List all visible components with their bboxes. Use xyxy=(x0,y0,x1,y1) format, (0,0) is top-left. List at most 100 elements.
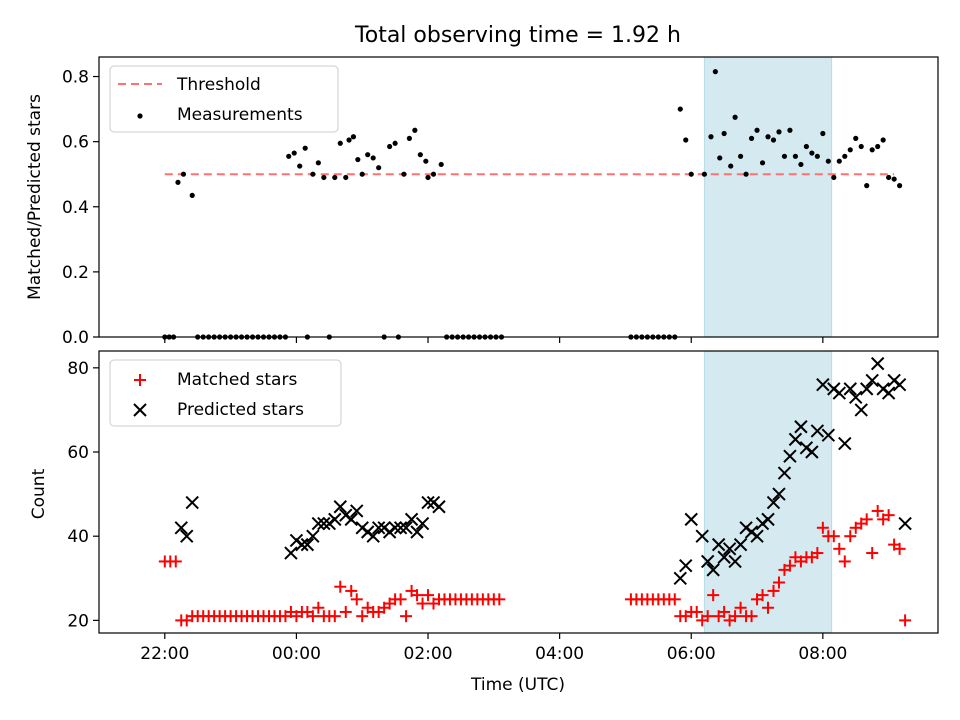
measurement-point xyxy=(836,158,842,164)
predicted-point xyxy=(838,436,852,451)
measurement-point xyxy=(759,160,766,166)
measurement-point xyxy=(423,158,429,164)
matched-point xyxy=(312,601,325,614)
measurement-point xyxy=(677,106,683,112)
matched-point xyxy=(767,584,780,597)
measurement-point xyxy=(776,129,782,135)
y-tick-label: 80 xyxy=(67,359,89,379)
x-tick-label: 04:00 xyxy=(535,644,584,664)
measurement-point xyxy=(425,174,431,181)
predicted-point xyxy=(328,512,342,527)
matched-point xyxy=(169,555,182,568)
y-tick-label: 0.4 xyxy=(62,198,89,218)
top-y-axis-label: Matched/Predicted stars xyxy=(25,94,45,300)
matched-point xyxy=(718,605,731,618)
legend-predicted-swatch xyxy=(133,403,147,417)
predicted-point xyxy=(415,516,430,531)
measurement-point xyxy=(175,179,181,185)
measurement-point xyxy=(732,114,738,120)
predicted-point xyxy=(870,356,885,371)
measurement-point xyxy=(406,135,412,141)
measurement-point xyxy=(781,153,788,159)
measurement-point xyxy=(332,174,338,181)
bottom-highlight-span xyxy=(703,350,833,634)
predicted-point xyxy=(306,529,320,543)
predicted-point xyxy=(761,512,775,527)
legend-threshold-label: Threshold xyxy=(176,75,261,95)
legend-matched-label: Matched stars xyxy=(177,370,297,390)
measurement-point xyxy=(748,135,755,141)
matched-point xyxy=(701,610,714,623)
matched-point xyxy=(422,589,435,602)
measurement-point xyxy=(297,163,303,169)
top-legend: Threshold Measurements xyxy=(109,65,339,133)
predicted-point xyxy=(783,449,797,463)
matched-point xyxy=(783,559,796,572)
predicted-point xyxy=(722,542,737,556)
matched-point xyxy=(416,597,429,610)
measurement-point xyxy=(831,174,837,181)
measurement-point xyxy=(337,140,343,146)
predicted-point xyxy=(284,546,298,560)
measurement-point xyxy=(701,171,707,177)
predicted-point xyxy=(816,377,830,392)
predicted-point xyxy=(700,554,715,569)
measurement-point xyxy=(803,143,809,150)
measurement-point xyxy=(814,153,820,159)
measurement-point xyxy=(897,183,903,189)
predicted-point xyxy=(843,382,857,396)
y-tick-label: 0.2 xyxy=(62,263,89,283)
measurement-point xyxy=(315,160,321,166)
measurement-point xyxy=(430,171,437,177)
measurement-point xyxy=(842,153,848,159)
measurement-point xyxy=(180,171,187,177)
predicted-point xyxy=(706,563,720,577)
y-tick-label: 40 xyxy=(67,527,89,547)
predicted-point xyxy=(788,432,803,447)
measurement-point xyxy=(392,140,398,146)
measurement-point xyxy=(365,152,371,158)
measurement-point xyxy=(864,183,870,189)
measurement-point xyxy=(291,150,297,156)
predicted-point xyxy=(366,529,380,543)
top-plot-series xyxy=(162,69,903,340)
predicted-point xyxy=(311,516,326,531)
y-tick-label: 0.0 xyxy=(62,328,89,348)
highlight-region xyxy=(703,350,833,634)
measurement-point xyxy=(310,171,316,177)
measurement-point xyxy=(825,158,831,164)
top-highlight-span xyxy=(703,56,833,338)
measurement-point xyxy=(717,155,723,161)
matched-point xyxy=(690,605,703,618)
predicted-point xyxy=(333,500,347,514)
predicted-point xyxy=(881,386,896,400)
x-tick-label: 08:00 xyxy=(798,644,847,664)
matched-point xyxy=(844,530,857,543)
bottom-panel: 22:00 00:00 02:00 04:00 06:00 08:00 20 40 60 80 C… xyxy=(29,350,939,695)
measurement-point xyxy=(359,171,365,177)
measurement-point xyxy=(417,152,423,158)
highlight-region xyxy=(703,56,833,338)
predicted-point xyxy=(300,537,315,552)
matched-point xyxy=(493,593,506,606)
measurement-point xyxy=(343,174,349,181)
measurement-point xyxy=(853,135,859,141)
measurement-point xyxy=(770,137,777,143)
predicted-point xyxy=(185,495,199,510)
matched-point xyxy=(356,610,369,623)
measurement-point xyxy=(875,143,881,150)
predicted-point xyxy=(432,500,446,514)
predicted-point xyxy=(371,521,386,535)
top-panel: 0.00.20.40.60.8 Matched/Predicted stars … xyxy=(25,56,939,348)
predicted-point xyxy=(805,445,819,459)
legend-measurements-label: Measurements xyxy=(177,105,303,125)
matched-point xyxy=(334,580,347,593)
predicted-point xyxy=(393,521,408,535)
measurement-point xyxy=(683,137,689,143)
matched-point xyxy=(328,610,341,623)
predicted-point xyxy=(860,382,874,396)
measurement-point xyxy=(302,145,308,151)
predicted-point xyxy=(350,504,364,518)
predicted-point xyxy=(733,537,748,552)
